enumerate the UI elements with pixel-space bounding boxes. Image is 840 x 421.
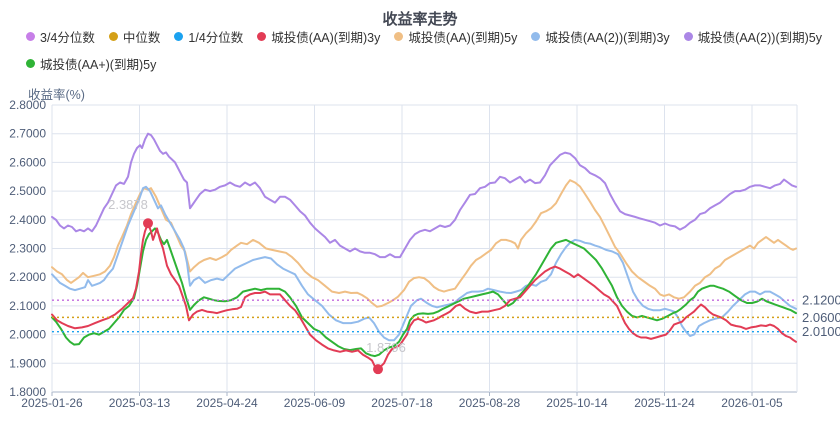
legend-label: 城投债(AA(2))(到期)3y xyxy=(545,31,670,45)
chart-title: 收益率走势 xyxy=(382,11,458,28)
y-axis-tick-label: 1.8000 xyxy=(9,385,46,399)
legend-item-2[interactable]: 1/4分位数 xyxy=(174,27,243,46)
gridlines: 1.8000 1.9000 2.0000 2.1000 2.2000 2.3000 2.40… xyxy=(9,98,798,399)
series-line-1 xyxy=(51,179,797,308)
y-axis-name: 收益率(%) xyxy=(28,88,85,102)
legend-item-1[interactable]: 中位数 xyxy=(108,27,161,46)
legend-label: 中位数 xyxy=(122,31,161,45)
y-axis-tick-label: 2.7000 xyxy=(9,127,46,141)
y-axis-tick-label: 1.9000 xyxy=(9,356,46,370)
legend-dot-icon xyxy=(26,59,35,68)
legend-item-6[interactable]: 城投债(AA(2))(到期)5y xyxy=(683,27,822,46)
legend-label: 城投债(AA(2))(到期)5y xyxy=(697,31,822,45)
y-axis-tick-label: 2.3000 xyxy=(9,242,46,256)
x-axis-tick-label: 2025-06-09 xyxy=(284,396,346,410)
reference-line-value-label: 2.0100 xyxy=(802,324,840,339)
legend-dot-icon xyxy=(531,32,541,41)
y-axis-tick-label: 2.1000 xyxy=(9,299,46,313)
x-axis-tick-label: 2025-11-24 xyxy=(634,396,695,410)
series-line-4 xyxy=(51,222,797,371)
y-axis-tick-label: 2.2000 xyxy=(9,270,46,284)
x-axis-tick-label: 2025-03-13 xyxy=(109,396,171,410)
x-axis-tick-label: 2025-10-14 xyxy=(546,396,608,410)
x-axis-tick-label: 2025-04-24 xyxy=(196,396,258,410)
y-axis-tick-label: 2.5000 xyxy=(9,184,46,198)
legend-label: 1/4分位数 xyxy=(188,31,244,45)
reference-line-value-label: 2.0600 xyxy=(802,310,840,325)
legend-dot-icon xyxy=(26,32,35,41)
series-line-0 xyxy=(51,132,797,259)
legend-dot-icon xyxy=(257,32,267,41)
legend-item-7[interactable]: 城投债(AA+)(到期)5y xyxy=(26,54,156,73)
x-axis-tick-label: 2026-01-05 xyxy=(721,396,783,410)
legend-label: 3/4分位数 xyxy=(40,31,95,45)
legend-dot-icon xyxy=(394,32,404,41)
legend-label: 城投债(AA+)(到期)5y xyxy=(40,58,157,72)
legend-item-3[interactable]: 城投债(AA)(到期)3y xyxy=(257,27,380,46)
series-line-2 xyxy=(51,185,797,342)
y-axis-tick-label: 2.8000 xyxy=(9,98,46,112)
legend: 3/4分位数 中位数 1/4分位数 城投债(AA)(到期)3y 城投债(AA)(到期)5… xyxy=(26,27,832,73)
x-axis-tick-label: 2025-07-18 xyxy=(371,396,433,410)
y-axis-tick-label: 2.4000 xyxy=(9,213,46,227)
y-axis-tick-label: 2.0000 xyxy=(9,328,46,342)
legend-dot-icon xyxy=(174,32,184,41)
legend-item-5[interactable]: 城投债(AA(2))(到期)3y xyxy=(531,27,670,46)
y-axis-tick-label: 2.6000 xyxy=(9,155,46,169)
legend-dot-icon xyxy=(108,32,118,41)
legend-label: 城投债(AA)(到期)3y xyxy=(271,31,381,45)
value-annotation: 2.3878 xyxy=(108,197,148,212)
legend-item-0[interactable]: 3/4分位数 xyxy=(26,27,95,46)
extreme-point-marker xyxy=(373,364,383,375)
legend-item-4[interactable]: 城投债(AA)(到期)5y xyxy=(394,27,517,46)
legend-label: 城投债(AA)(到期)5y xyxy=(408,31,518,45)
extreme-point-marker xyxy=(143,218,153,229)
x-axis-tick-label: 2025-08-28 xyxy=(459,396,521,410)
x-axis-tick-label: 2025-01-26 xyxy=(21,396,83,410)
legend-dot-icon xyxy=(683,32,693,41)
value-annotation: 1.8796 xyxy=(366,340,406,355)
reference-line-value-label: 2.1200 xyxy=(802,293,840,308)
